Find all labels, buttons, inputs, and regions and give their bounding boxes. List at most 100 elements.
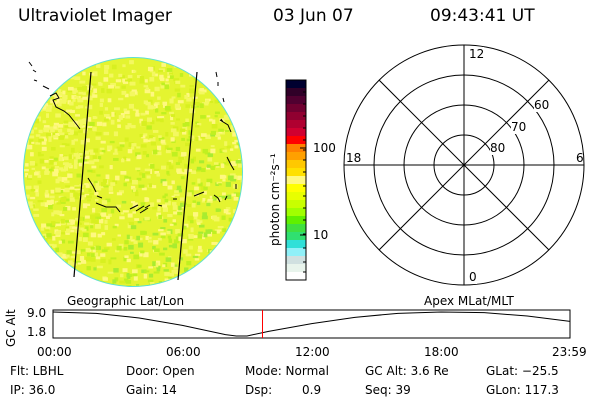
speckle bbox=[214, 115, 218, 118]
speckle bbox=[78, 193, 85, 197]
speckle bbox=[150, 91, 155, 97]
speckle bbox=[97, 282, 103, 285]
speckle bbox=[45, 107, 52, 112]
speckle bbox=[162, 264, 166, 268]
speckle bbox=[237, 257, 242, 261]
speckle bbox=[209, 100, 214, 104]
speckle bbox=[24, 281, 29, 286]
speckle bbox=[145, 235, 149, 240]
speckle bbox=[216, 197, 222, 202]
speckle bbox=[235, 159, 242, 164]
speckle bbox=[99, 165, 104, 169]
speckle bbox=[171, 180, 175, 185]
speckle bbox=[190, 63, 194, 69]
speckle bbox=[42, 266, 47, 271]
speckle bbox=[123, 256, 127, 262]
speckle bbox=[77, 262, 82, 265]
speckle bbox=[198, 182, 203, 187]
speckle bbox=[130, 124, 136, 129]
gain-status: Gain: 14 bbox=[126, 383, 177, 397]
speckle bbox=[180, 202, 186, 207]
speckle bbox=[126, 158, 131, 162]
speckle bbox=[40, 262, 45, 268]
speckle bbox=[172, 219, 176, 223]
speckle bbox=[160, 227, 166, 230]
speckle bbox=[53, 157, 58, 161]
speckle bbox=[28, 96, 34, 99]
speckle bbox=[96, 121, 103, 126]
speckle bbox=[212, 230, 217, 235]
speckle bbox=[49, 159, 55, 165]
speckle bbox=[90, 253, 97, 258]
speckle bbox=[76, 65, 81, 69]
speckle bbox=[193, 267, 198, 272]
speckle bbox=[125, 178, 130, 182]
speckle bbox=[106, 88, 112, 94]
speckle bbox=[168, 238, 173, 243]
speckle bbox=[43, 103, 49, 107]
speckle bbox=[162, 103, 167, 108]
speckle bbox=[75, 155, 81, 160]
colorbar bbox=[286, 80, 306, 281]
speckle bbox=[39, 158, 45, 164]
speckle bbox=[178, 282, 183, 286]
speckle bbox=[174, 190, 179, 193]
speckle bbox=[197, 234, 203, 239]
speckle bbox=[113, 268, 119, 273]
speckle bbox=[117, 234, 121, 237]
speckle bbox=[52, 92, 57, 97]
speckle bbox=[105, 198, 111, 203]
speckle bbox=[70, 229, 75, 233]
speckle bbox=[51, 256, 55, 261]
speckle bbox=[116, 245, 122, 251]
speckle bbox=[61, 239, 66, 244]
speckle bbox=[199, 103, 204, 109]
speckle bbox=[78, 105, 84, 109]
colorbar-frame bbox=[285, 79, 307, 281]
speckle bbox=[241, 191, 242, 195]
speckle bbox=[174, 269, 180, 274]
speckle bbox=[227, 279, 233, 282]
speckle bbox=[34, 118, 40, 124]
speckle bbox=[231, 95, 236, 99]
speckle bbox=[136, 235, 140, 241]
speckle bbox=[196, 201, 201, 206]
speckle bbox=[133, 276, 138, 281]
speckle bbox=[230, 127, 237, 130]
speckle bbox=[173, 193, 180, 196]
speckle bbox=[74, 222, 81, 226]
speckle bbox=[41, 258, 45, 263]
speckle bbox=[127, 176, 132, 180]
speckle bbox=[202, 283, 207, 286]
speckle bbox=[47, 62, 51, 68]
speckle bbox=[53, 101, 58, 105]
speckle bbox=[58, 134, 64, 140]
colorbar-segment bbox=[286, 128, 306, 137]
speckle bbox=[180, 176, 185, 180]
speckle bbox=[230, 125, 234, 130]
speckle bbox=[239, 126, 242, 131]
speckle bbox=[87, 169, 93, 173]
speckle bbox=[101, 182, 107, 187]
speckle bbox=[85, 183, 90, 188]
speckle bbox=[146, 117, 153, 122]
speckle bbox=[141, 231, 147, 235]
speckle bbox=[51, 281, 57, 286]
speckle bbox=[221, 245, 226, 251]
speckle bbox=[237, 163, 242, 168]
speckle bbox=[144, 89, 151, 94]
speckle bbox=[37, 151, 42, 157]
speckle bbox=[232, 132, 237, 137]
speckle bbox=[201, 262, 206, 267]
speckle bbox=[60, 65, 65, 68]
speckle bbox=[153, 271, 160, 274]
speckle bbox=[129, 60, 134, 65]
speckle bbox=[109, 73, 114, 78]
speckle bbox=[29, 106, 35, 109]
speckle bbox=[26, 259, 32, 263]
speckle bbox=[123, 247, 128, 251]
speckle bbox=[148, 273, 154, 278]
speckle bbox=[135, 109, 139, 114]
speckle bbox=[42, 279, 47, 283]
speckle bbox=[24, 125, 29, 130]
